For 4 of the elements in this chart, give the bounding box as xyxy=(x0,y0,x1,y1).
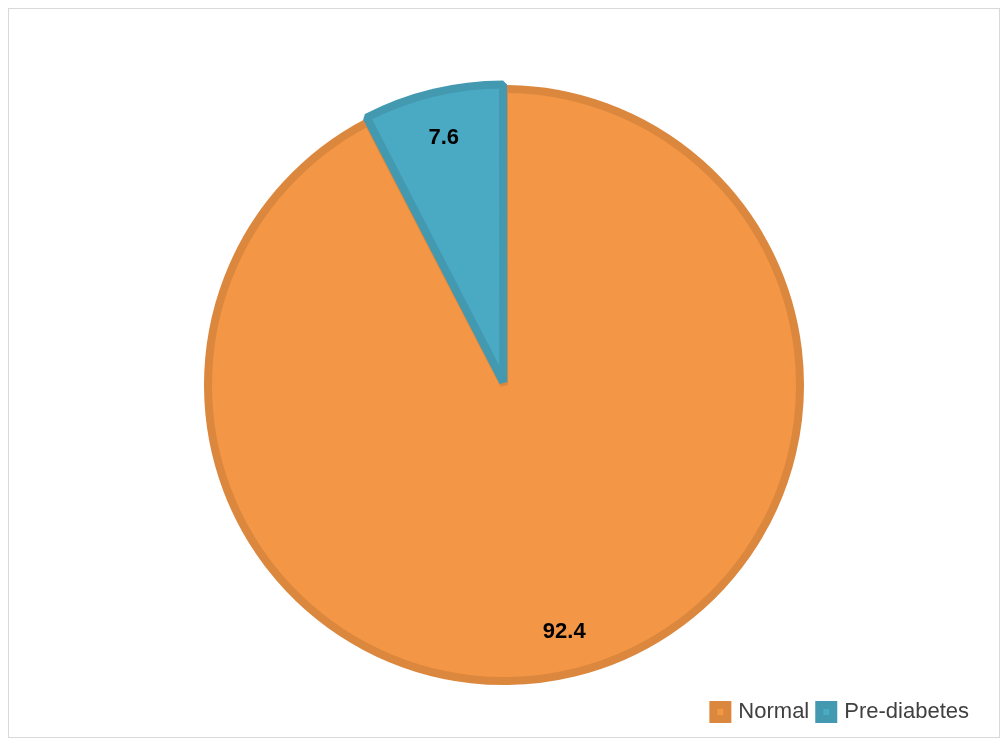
legend-label: Normal xyxy=(738,698,810,724)
data-label: 92.4 xyxy=(542,618,587,644)
data-label: 7.6 xyxy=(428,123,460,149)
legend-label: Pre-diabetes xyxy=(844,698,970,724)
